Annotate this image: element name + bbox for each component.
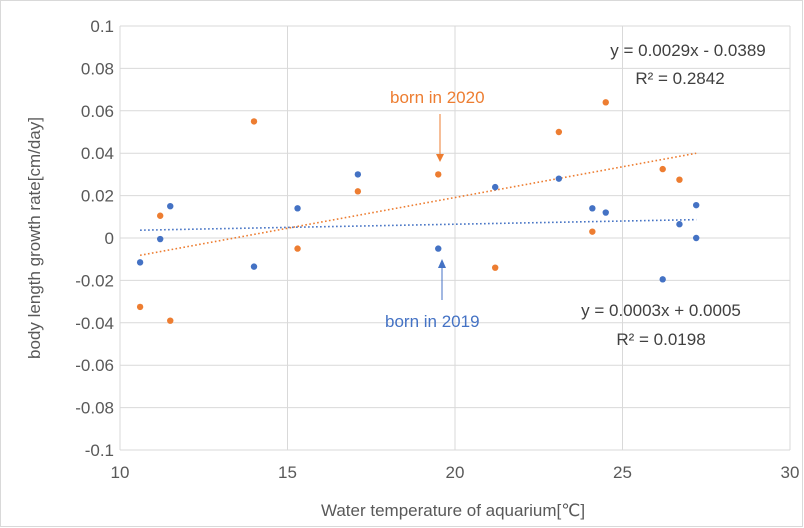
data-point-series-1 [167, 317, 174, 324]
annotation-2019-arrowhead [438, 259, 446, 268]
data-point-series-1 [492, 264, 499, 271]
annotation-2019-label: born in 2019 [385, 312, 480, 331]
y-tick-label: 0.1 [90, 17, 114, 36]
equation-2020-line: y = 0.0029x - 0.0389 [610, 41, 765, 60]
data-point-series-0 [693, 234, 700, 242]
x-tick-label: 15 [278, 463, 297, 482]
data-point-series-1 [294, 245, 301, 252]
data-point-series-1 [589, 228, 596, 235]
trendline-series-1 [139, 152, 697, 257]
y-tick-label: -0.06 [75, 356, 114, 375]
data-point-series-0 [676, 221, 683, 228]
data-point-series-1 [435, 171, 442, 178]
data-point-series-0 [294, 205, 301, 212]
annotation-2020-arrowhead [436, 154, 444, 162]
equation-2019-line: y = 0.0003x + 0.0005 [581, 301, 741, 320]
x-axis-title: Water temperature of aquarium[℃] [321, 501, 585, 520]
equation-2020: y = 0.0029x - 0.0389 R² = 0.2842 [610, 41, 765, 88]
data-points [136, 99, 700, 324]
data-point-series-0 [167, 203, 174, 210]
data-point-series-0 [250, 263, 258, 270]
equation-2020-r2: R² = 0.2842 [635, 69, 724, 88]
data-point-series-0 [555, 175, 563, 182]
data-point-series-1 [250, 118, 258, 125]
y-tick-label: -0.04 [75, 314, 114, 333]
annotation-2020: born in 2020 [390, 88, 485, 162]
y-axis-title: body length growth rate[cm/day] [25, 117, 44, 359]
data-point-series-0 [435, 245, 442, 252]
annotation-2019: born in 2019 [385, 259, 480, 331]
data-point-series-1 [659, 165, 666, 173]
data-point-series-0 [157, 235, 164, 243]
data-point-series-1 [136, 303, 144, 311]
equation-2019-r2: R² = 0.0198 [616, 330, 705, 349]
y-tick-label: 0.04 [81, 144, 114, 163]
data-point-series-0 [659, 276, 666, 283]
x-tick-label: 25 [613, 463, 632, 482]
data-point-series-0 [354, 171, 362, 178]
data-point-series-0 [136, 259, 144, 266]
y-tick-label: 0 [105, 229, 114, 248]
y-tick-label: -0.02 [75, 271, 114, 290]
data-point-series-1 [676, 176, 683, 183]
data-point-series-1 [602, 99, 609, 106]
y-tick-label: -0.1 [85, 441, 114, 460]
trendlines [139, 152, 697, 257]
tick-labels: 0.1 0.08 0.06 0.04 0.02 0 -0.02 -0.04 -0.06 -0.08… [75, 17, 799, 482]
x-tick-label: 20 [446, 463, 465, 482]
data-point-series-1 [157, 212, 164, 219]
data-point-series-1 [555, 128, 563, 136]
gridlines [119, 25, 791, 451]
y-tick-label: 0.02 [81, 187, 114, 206]
data-point-series-0 [693, 201, 700, 209]
data-point-series-0 [589, 205, 596, 212]
annotation-2020-label: born in 2020 [390, 88, 485, 107]
x-tick-label: 30 [781, 463, 800, 482]
y-tick-label: 0.08 [81, 59, 114, 78]
y-tick-label: 0.06 [81, 102, 114, 121]
y-tick-label: -0.08 [75, 399, 114, 418]
data-point-series-1 [354, 188, 362, 195]
data-point-series-0 [602, 209, 609, 216]
trendline-series-0 [140, 218, 697, 231]
data-point-series-0 [492, 183, 499, 191]
x-tick-label: 10 [111, 463, 130, 482]
equation-2019: y = 0.0003x + 0.0005 R² = 0.0198 [581, 301, 741, 349]
